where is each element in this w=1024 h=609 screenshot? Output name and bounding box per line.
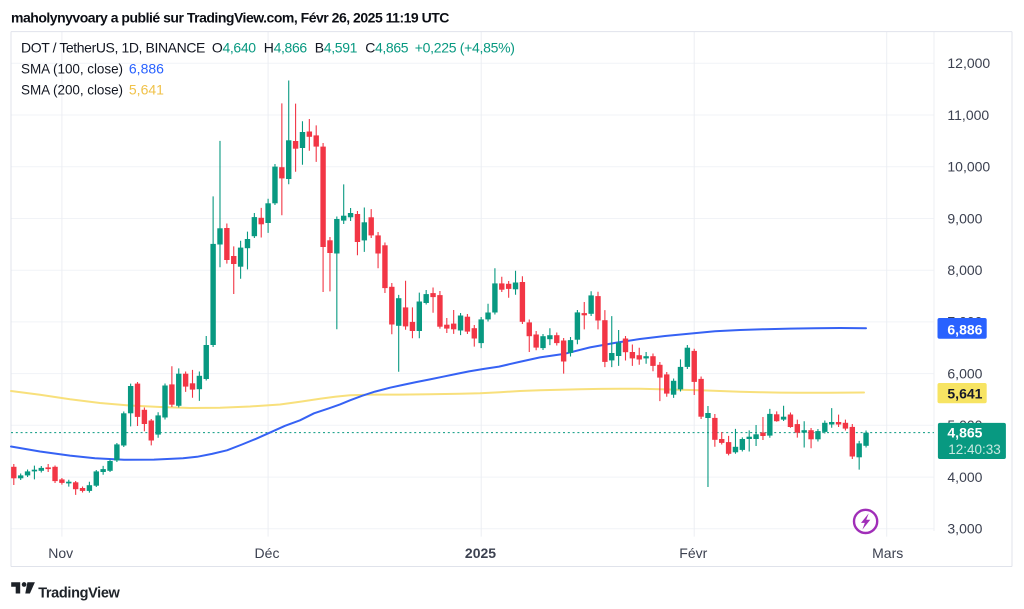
svg-text:B4,591: B4,591 <box>315 40 358 56</box>
svg-text:3,000: 3,000 <box>947 521 982 537</box>
svg-text:8,000: 8,000 <box>947 262 982 278</box>
svg-text:6,886: 6,886 <box>947 321 982 337</box>
svg-text:SMA (200, close): SMA (200, close) <box>21 83 123 98</box>
svg-text:TradingView: TradingView <box>38 586 120 602</box>
svg-text:maholynyvoary a publié sur Tra: maholynyvoary a publié sur TradingView.c… <box>11 10 449 26</box>
svg-text:C4,865: C4,865 <box>365 40 409 56</box>
svg-text:Mars: Mars <box>872 545 903 561</box>
svg-text:4,865: 4,865 <box>947 425 982 441</box>
svg-text:4,000: 4,000 <box>947 469 982 485</box>
svg-text:10,000: 10,000 <box>947 159 990 175</box>
svg-text:H4,866: H4,866 <box>264 40 308 56</box>
svg-text:2025: 2025 <box>465 545 496 561</box>
svg-text:6,000: 6,000 <box>947 365 982 381</box>
svg-text:5,641: 5,641 <box>947 385 982 401</box>
svg-text:Nov: Nov <box>48 545 73 561</box>
svg-text:5,641: 5,641 <box>129 82 164 98</box>
svg-text:11,000: 11,000 <box>947 107 989 123</box>
svg-text:Déc: Déc <box>255 545 280 561</box>
svg-text:SMA (100, close): SMA (100, close) <box>21 62 123 77</box>
svg-text:9,000: 9,000 <box>947 210 982 226</box>
svg-text:O4,640: O4,640 <box>212 40 256 56</box>
svg-text:6,886: 6,886 <box>129 61 164 77</box>
svg-text:+0,225 (+4,85%): +0,225 (+4,85%) <box>415 40 515 56</box>
svg-text:12:40:33: 12:40:33 <box>948 442 1001 457</box>
svg-text:12,000: 12,000 <box>947 55 990 71</box>
svg-text:Févr: Févr <box>679 545 707 561</box>
svg-text:DOT / TetherUS, 1D, BINANCE: DOT / TetherUS, 1D, BINANCE <box>21 40 205 56</box>
